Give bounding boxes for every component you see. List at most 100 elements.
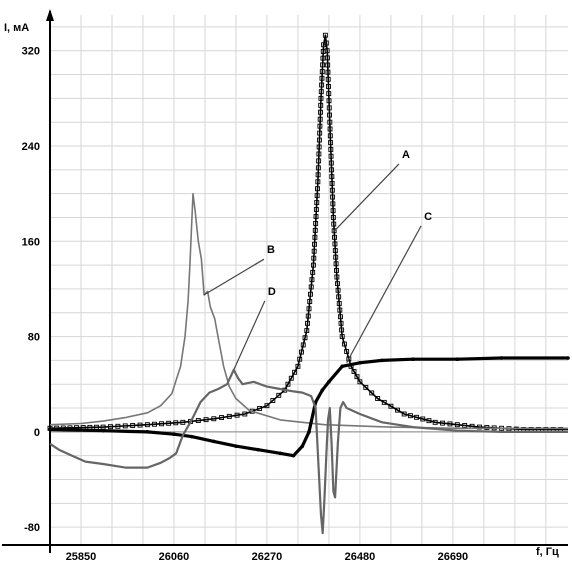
data-point-c (380, 358, 384, 363)
data-point-a (326, 91, 332, 97)
data-point-a (381, 399, 387, 405)
data-point-a (339, 327, 345, 333)
data-point-a (339, 334, 345, 340)
data-point-a (308, 284, 314, 290)
data-point-c (172, 432, 176, 437)
data-point-a (330, 194, 336, 200)
data-point-a (115, 423, 121, 429)
y-axis-title: I, мА (4, 22, 29, 34)
data-point-a (299, 349, 304, 355)
x-axis-title: f, Гц (536, 546, 559, 558)
data-point-a (338, 320, 344, 326)
data-point-a (108, 424, 113, 430)
data-point-a (420, 416, 426, 422)
data-point-a (311, 255, 317, 261)
data-point-c (189, 434, 194, 439)
data-point-c (278, 451, 283, 456)
data-point-a (325, 62, 331, 68)
data-point-a (166, 420, 172, 426)
data-point-a (330, 201, 336, 207)
data-point-a (315, 165, 321, 171)
annotation-layer: A B C D (203, 149, 432, 371)
y-axis-arrow (46, 9, 54, 21)
data-point-a (315, 186, 320, 192)
data-point-a (337, 307, 343, 313)
data-point-a (363, 384, 369, 390)
data-point-a (484, 425, 490, 430)
data-point-a (327, 133, 333, 139)
data-point-a (319, 82, 325, 88)
data-point-a (288, 375, 294, 381)
data-point-a (329, 167, 335, 173)
x-tick-label: 25850 (66, 551, 97, 563)
data-point-a (317, 123, 323, 129)
data-point-a (313, 214, 319, 219)
data-point-a (318, 95, 324, 101)
data-point-a (276, 392, 282, 398)
data-point-a (335, 281, 340, 287)
data-point-a (308, 291, 313, 297)
data-point-a (295, 363, 301, 369)
data-point-a (336, 301, 342, 306)
data-point-a (313, 207, 319, 212)
data-point-a (326, 98, 332, 104)
data-point-a (316, 158, 322, 164)
series-line-c (49, 356, 568, 458)
data-point-a (316, 151, 322, 157)
data-point-a (325, 69, 331, 75)
y-tick-label: -80 (24, 522, 40, 534)
series-layer (47, 32, 570, 535)
data-point-a (357, 379, 363, 385)
data-point-a (306, 306, 312, 312)
data-point-a (314, 200, 320, 206)
data-point-a (316, 137, 322, 143)
data-point-a (329, 174, 335, 180)
data-point-a (332, 241, 338, 247)
y-tick-label: 80 (28, 332, 40, 344)
data-point-a (354, 374, 360, 380)
data-point-c (499, 356, 504, 360)
data-point-a (320, 55, 326, 61)
leader-line-b (203, 258, 265, 296)
data-point-a (318, 102, 324, 108)
data-point-a (319, 69, 325, 75)
data-point-c (327, 380, 331, 384)
annotation-d: D (268, 286, 276, 298)
data-point-c (455, 357, 460, 362)
data-point-c (145, 430, 150, 434)
tick-label-layer: I, мА f, Гц 320 240 160 80 0 -80 25850 26060 262… (4, 22, 559, 563)
data-point-a (122, 423, 128, 429)
data-point-a (312, 227, 318, 233)
series-line-a (49, 34, 568, 431)
data-point-a (325, 76, 331, 82)
data-point-a (326, 105, 332, 111)
data-point-a (351, 369, 357, 374)
data-point-a (264, 403, 270, 409)
data-point-a (329, 187, 335, 193)
data-point-a (302, 335, 308, 341)
data-point-a (331, 228, 337, 234)
data-point-a (310, 262, 316, 268)
data-point-a (137, 422, 143, 428)
data-point-a (375, 396, 381, 401)
data-point-a (401, 411, 407, 417)
data-point-a (317, 116, 323, 122)
data-point-c (101, 428, 105, 433)
x-tick-label: 26060 (159, 551, 190, 563)
data-point-a (130, 423, 136, 428)
data-point-a (310, 269, 316, 275)
data-point-a (323, 40, 329, 46)
data-point-a (324, 55, 330, 61)
x-tick-label: 26480 (345, 551, 376, 563)
leader-line-a (332, 163, 400, 234)
data-point-a (315, 179, 321, 185)
data-point-a (315, 172, 321, 178)
data-point-a (447, 421, 453, 427)
data-point-a (316, 144, 322, 150)
data-point-a (407, 413, 413, 419)
axes (2, 9, 568, 553)
data-point-a (426, 418, 432, 424)
data-point-a (333, 254, 339, 260)
data-point-a (337, 314, 343, 320)
data-point-a (344, 349, 350, 354)
